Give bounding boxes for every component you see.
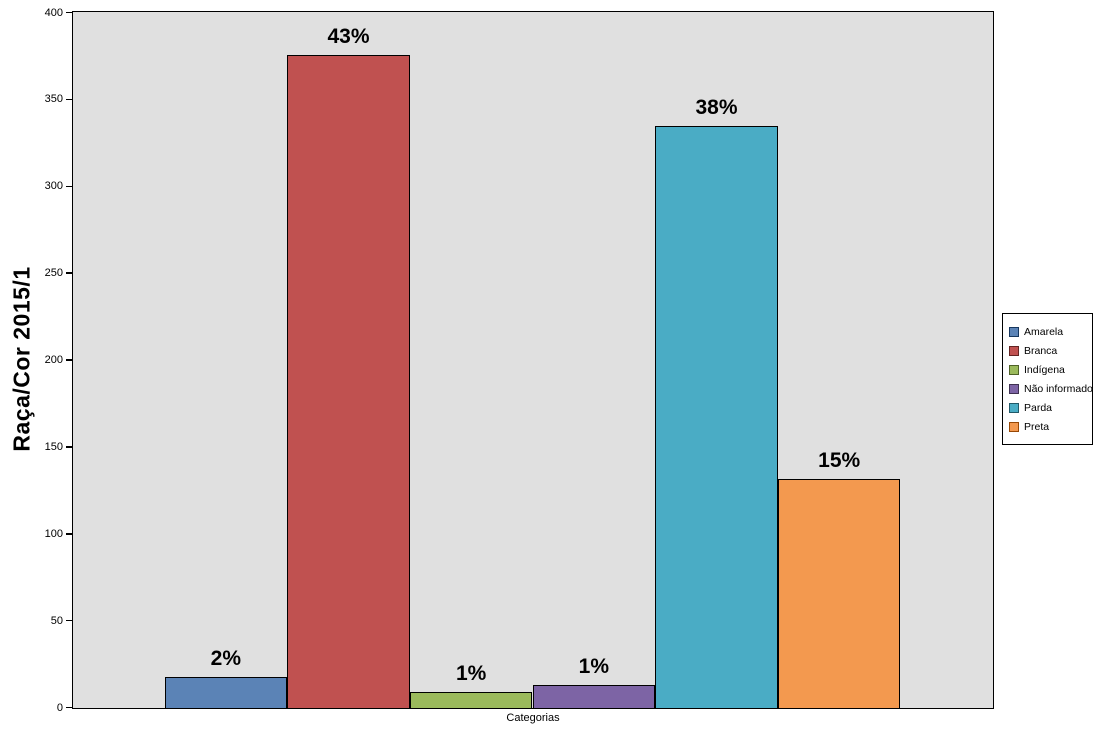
legend-item-indigena: Indígena xyxy=(1009,360,1088,379)
legend-item-label: Indígena xyxy=(1024,363,1065,376)
legend-item-label: Preta xyxy=(1024,420,1050,433)
y-axis-tick xyxy=(66,359,72,361)
bar-value-label: 38% xyxy=(695,95,738,119)
bar-indigena xyxy=(409,692,533,708)
x-axis-title: Categorias xyxy=(506,712,560,724)
legend-item-branca: Branca xyxy=(1009,341,1088,360)
bar-amarela xyxy=(164,676,288,708)
legend-item-label: Não informado xyxy=(1024,382,1093,395)
legend-item-label: Branca xyxy=(1024,344,1058,357)
bar-nao-informado xyxy=(532,685,656,708)
y-axis-tick xyxy=(66,11,72,14)
bar-value-label: 2% xyxy=(210,646,241,670)
y-axis-tick xyxy=(66,446,72,448)
legend-swatch-icon xyxy=(1009,421,1019,432)
legend-swatch-icon xyxy=(1009,383,1019,394)
y-axis-tick xyxy=(66,98,72,101)
y-axis-tick-label: 250 xyxy=(44,267,63,280)
y-axis-tick-label: 0 xyxy=(56,701,63,714)
y-axis-tick-label: 150 xyxy=(44,440,63,453)
bar-parda xyxy=(655,125,778,708)
y-axis-tick-label: 300 xyxy=(44,180,63,193)
legend-item-label: Parda xyxy=(1024,401,1053,414)
legend-item-preta: Preta xyxy=(1009,417,1088,436)
y-axis-tick-label: 50 xyxy=(50,614,63,627)
bar-value-label: 15% xyxy=(818,448,861,472)
legend-item-label: Amarela xyxy=(1024,325,1064,338)
y-axis-tick-label: 200 xyxy=(44,354,63,366)
plot-inner: 2% 43% 1% 1% 38% 15% xyxy=(73,12,993,708)
y-axis-tick xyxy=(66,533,72,535)
legend: Amarela Branca Indígena Não informado Parda P… xyxy=(1002,313,1093,445)
bar-preta xyxy=(777,478,901,708)
bar-value-label: 1% xyxy=(455,662,487,686)
bar-value-label: 43% xyxy=(327,24,370,48)
legend-item-nao-informado: Não informado xyxy=(1009,379,1093,398)
bar-branca xyxy=(287,54,410,708)
y-axis-tick xyxy=(66,706,72,709)
legend-swatch-icon xyxy=(1009,345,1019,356)
legend-item-parda: Parda xyxy=(1009,398,1088,417)
y-axis-tick-label: 400 xyxy=(44,6,63,19)
y-axis-tick xyxy=(66,619,72,622)
y-axis-tick xyxy=(66,185,72,187)
y-axis-tick xyxy=(66,272,72,274)
y-axis-tick-label: 100 xyxy=(44,527,63,540)
bar-value-label: 1% xyxy=(578,655,609,679)
legend-item-amarela: Amarela xyxy=(1009,322,1088,341)
y-axis-tick-label: 350 xyxy=(44,93,63,106)
plot-area: 2% 43% 1% 1% 38% 15% xyxy=(72,11,994,709)
legend-swatch-icon xyxy=(1009,326,1019,337)
legend-swatch-icon xyxy=(1009,402,1019,413)
legend-swatch-icon xyxy=(1009,364,1019,375)
